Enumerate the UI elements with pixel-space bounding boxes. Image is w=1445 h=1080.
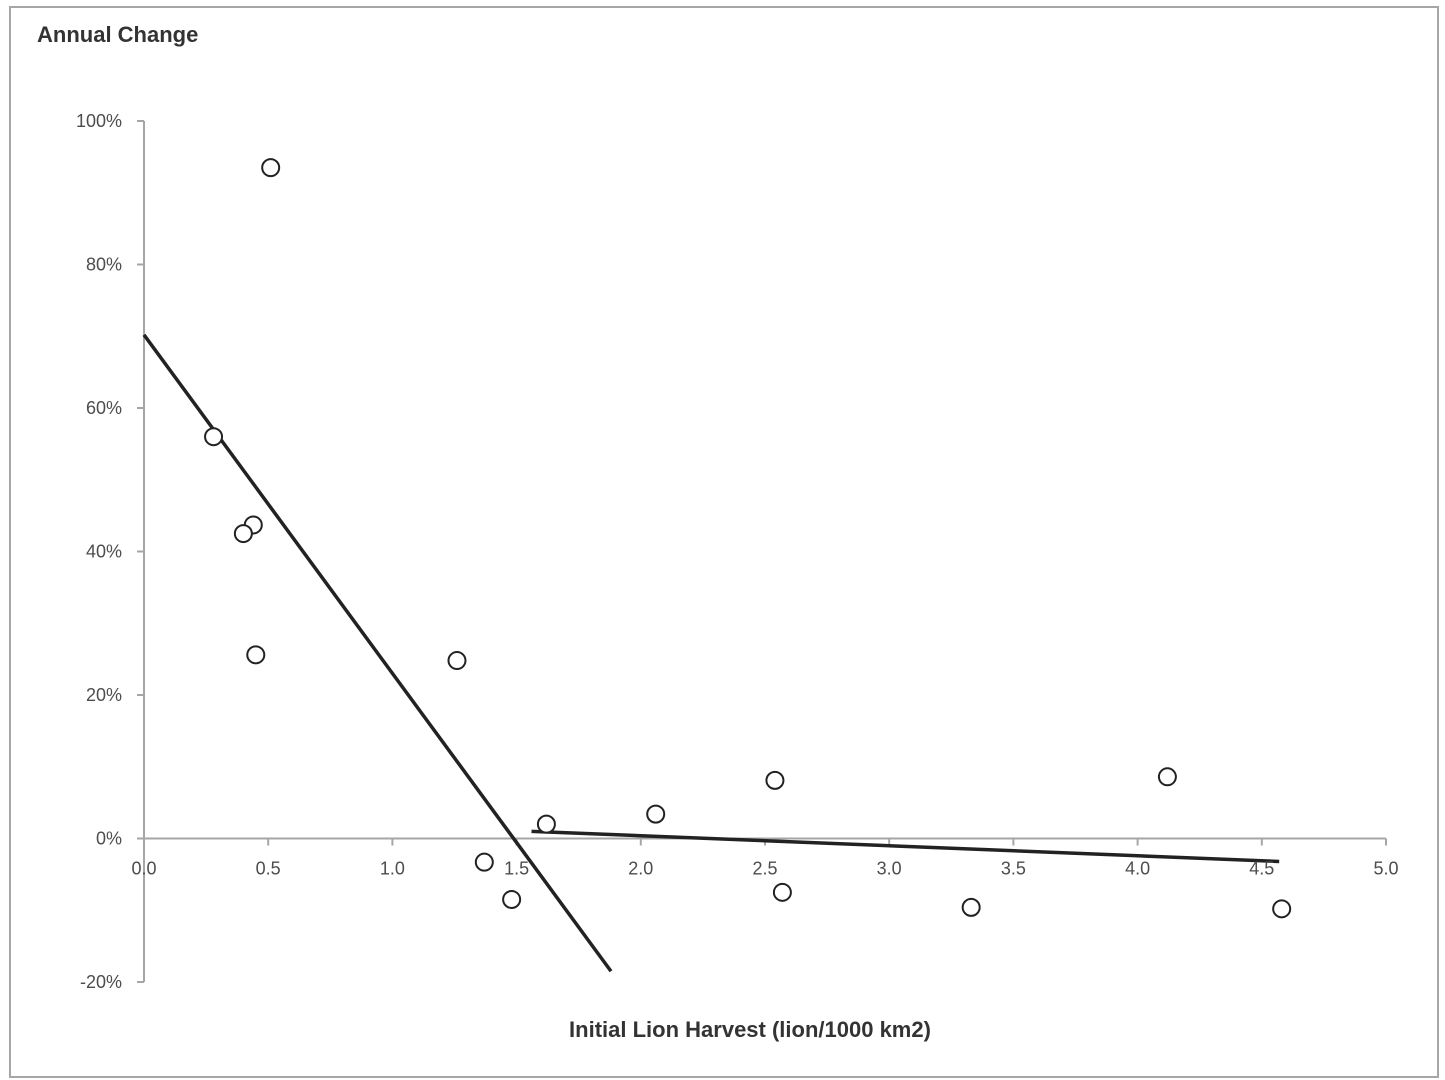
data-point: [772, 882, 792, 902]
data-point: [1157, 767, 1177, 787]
y-tick-label: -20%: [80, 972, 122, 992]
trendline-2: [531, 829, 1280, 864]
data-point: [246, 645, 266, 665]
data-point: [474, 852, 494, 872]
data-point: [502, 889, 522, 909]
x-tick-label: 4.5: [1249, 859, 1274, 879]
x-tick-label: 4.0: [1125, 859, 1150, 879]
data-point: [961, 897, 981, 917]
trendlines: [142, 333, 1280, 973]
x-tick-label: 5.0: [1373, 859, 1398, 879]
axes: [137, 120, 1387, 983]
x-tick-label: 1.0: [380, 859, 405, 879]
x-tick-label: 0.0: [131, 859, 156, 879]
x-tick-label: 0.5: [256, 859, 281, 879]
y-tick-label: 60%: [86, 398, 122, 418]
y-tick-label: 0%: [96, 829, 122, 849]
x-tick-label: 1.5: [504, 859, 529, 879]
chart-title: Annual Change: [37, 22, 199, 47]
data-point: [765, 770, 785, 790]
data-point: [536, 814, 556, 834]
x-tick-label: 3.0: [877, 859, 902, 879]
data-point: [204, 427, 224, 447]
x-tick-label: 2.5: [752, 859, 777, 879]
y-tick-label: 40%: [86, 542, 122, 562]
y-tick-label: 20%: [86, 685, 122, 705]
data-point: [1272, 899, 1292, 919]
x-tick-label: 3.5: [1001, 859, 1026, 879]
y-tick-label: 100%: [76, 111, 122, 131]
data-point: [261, 158, 281, 178]
data-point: [233, 524, 253, 544]
data-points: [204, 158, 1292, 919]
x-axis-label: Initial Lion Harvest (lion/1000 km2): [569, 1017, 931, 1042]
y-tick-label: 80%: [86, 255, 122, 275]
x-tick-label: 2.0: [628, 859, 653, 879]
data-point: [447, 651, 467, 671]
data-point: [646, 804, 666, 824]
tick-labels: 100% 80% 60% 40% 20% 0% -20% 0.0 0.5 1.0 1.5 2.0 2.5…: [76, 111, 1399, 992]
